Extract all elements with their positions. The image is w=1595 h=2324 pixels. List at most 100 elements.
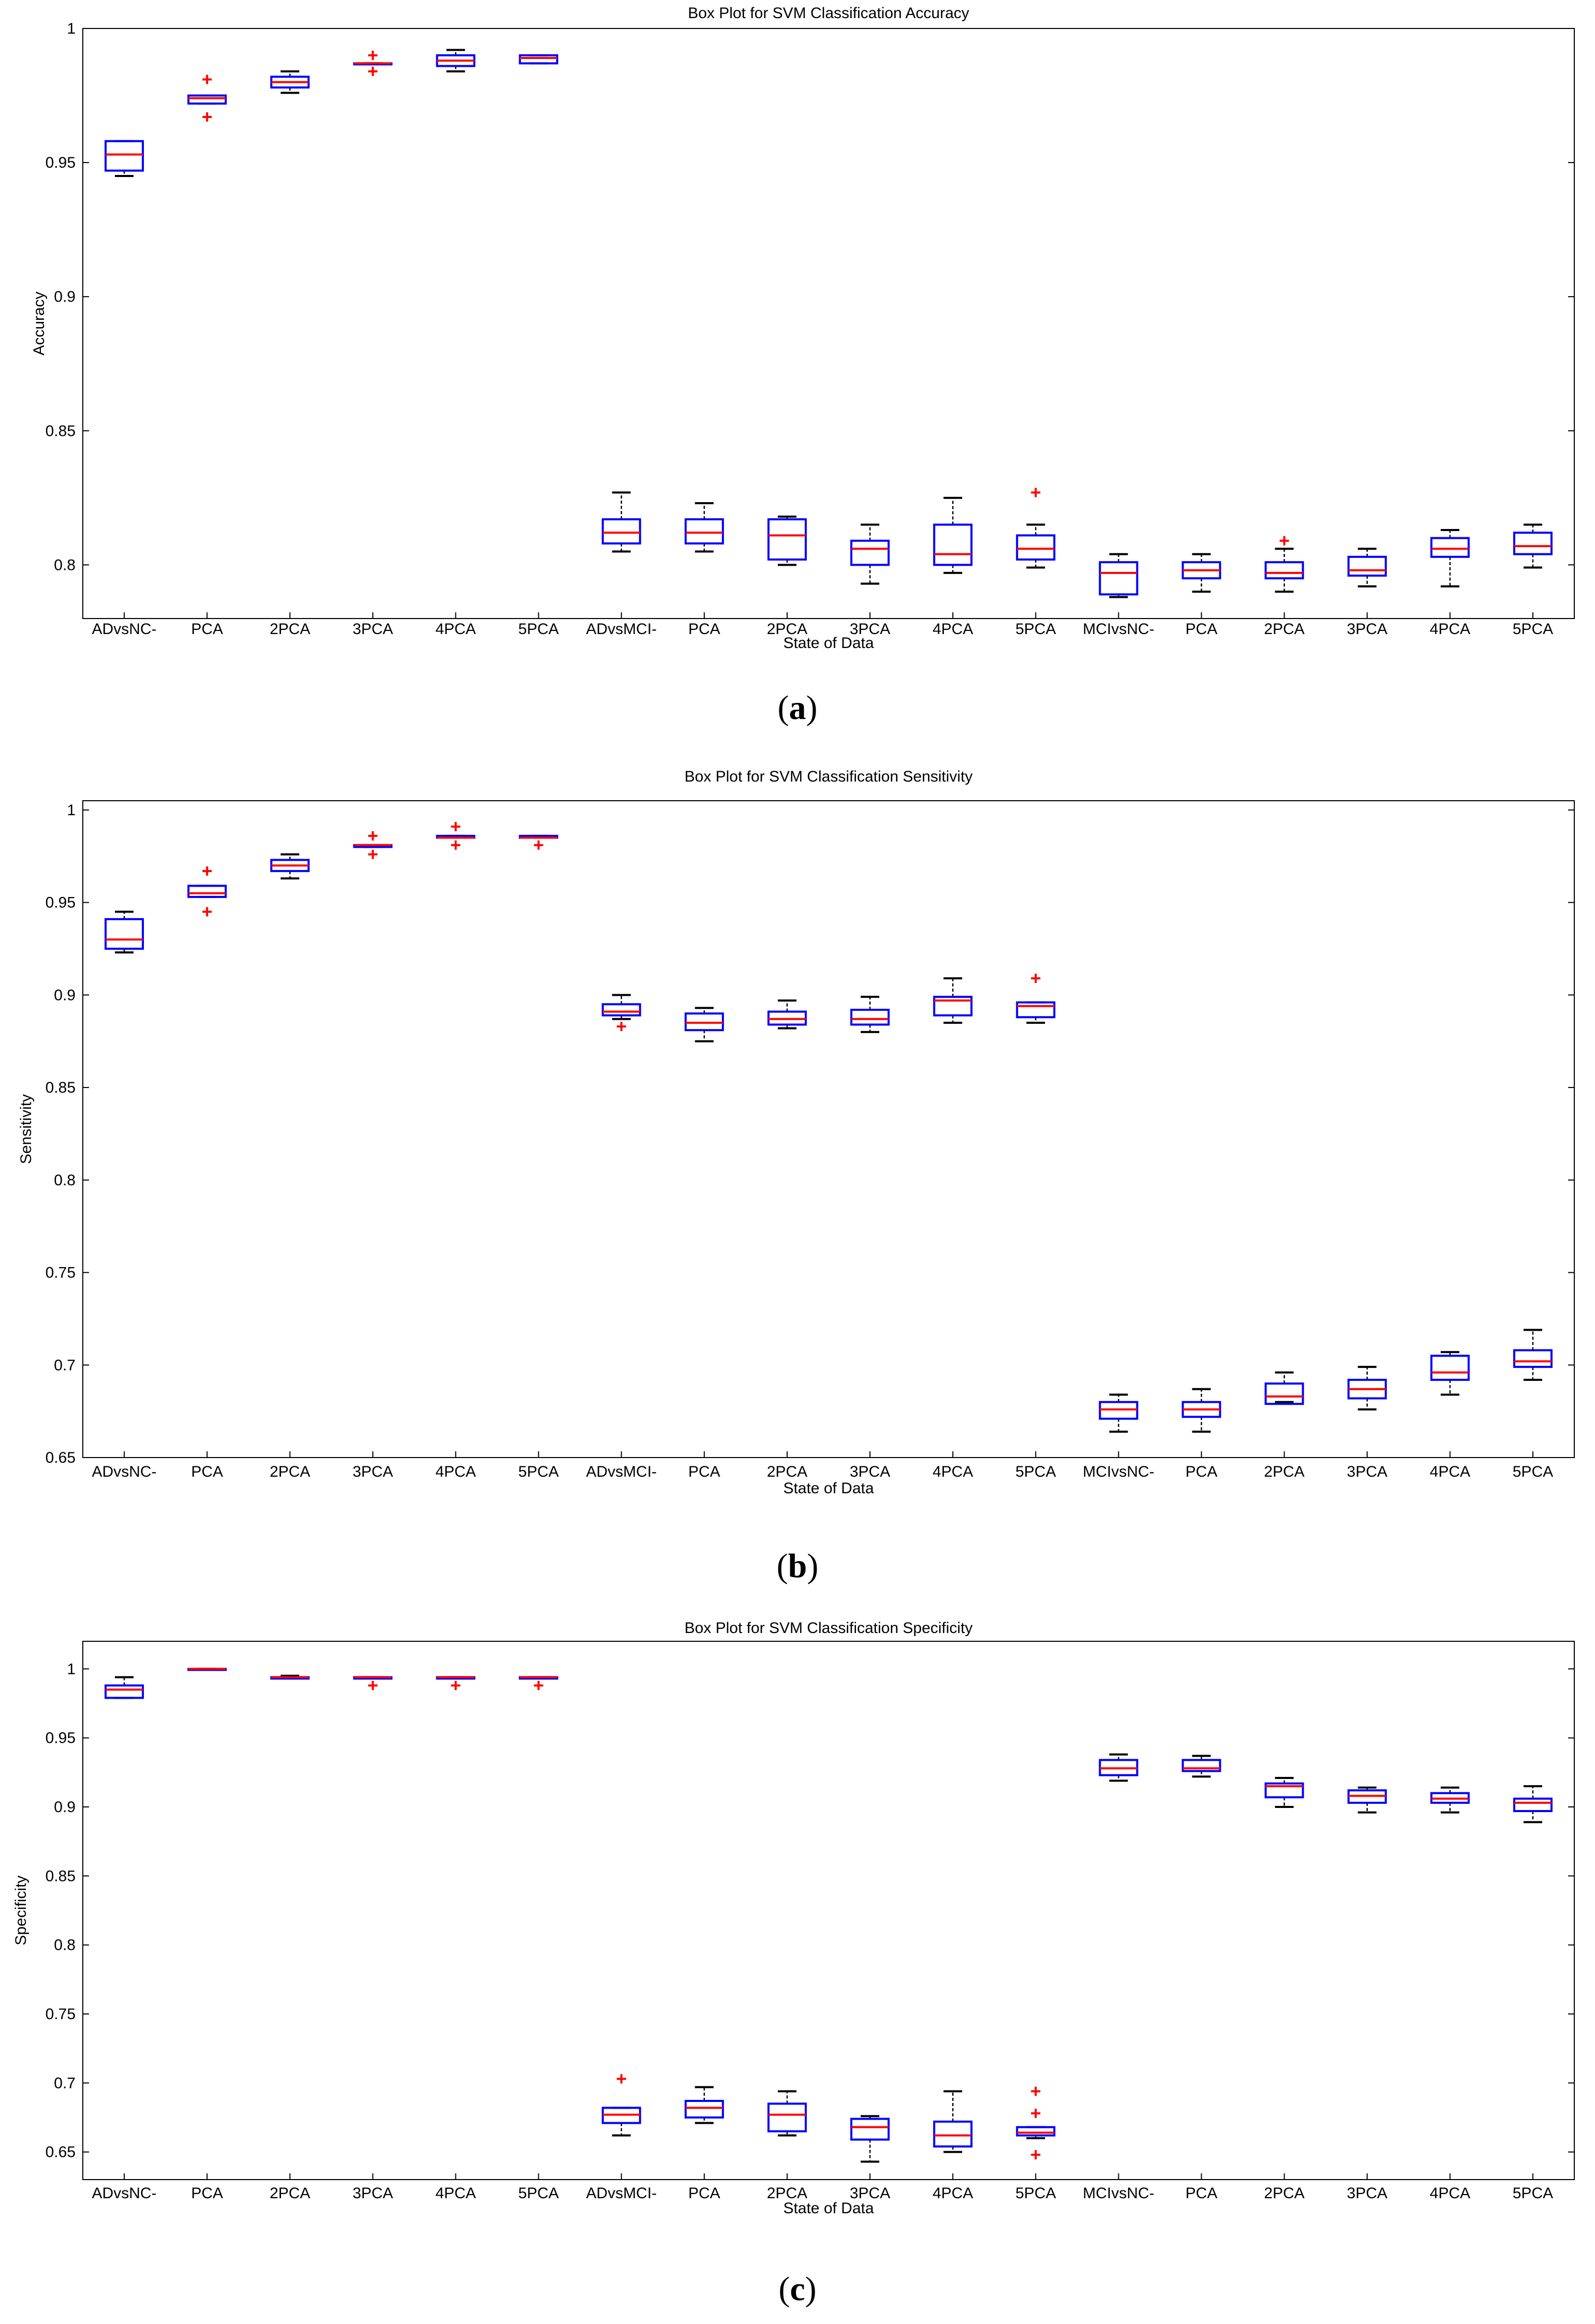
outlier-marker	[202, 907, 212, 917]
outlier-marker	[368, 66, 378, 76]
caption-letter-a: a	[789, 689, 806, 727]
box-6	[601, 491, 641, 553]
box-8	[767, 2090, 807, 2137]
box-0	[105, 910, 144, 954]
x-tick-label: 3PCA	[850, 621, 890, 638]
x-tick-label: PCA	[688, 621, 720, 638]
outlier-marker	[202, 866, 212, 876]
x-tick-label: ADvsMCI-	[586, 621, 657, 638]
iqr-box	[1016, 1001, 1056, 1019]
outlier-marker	[1279, 536, 1289, 546]
y-tick-label: 0.95	[46, 1730, 76, 1747]
box-1	[187, 75, 227, 122]
box-12	[1099, 553, 1139, 598]
box-9	[850, 2115, 890, 2163]
x-tick-label: 4PCA	[933, 621, 973, 638]
x-tick-label: 4PCA	[435, 1463, 476, 1480]
iqr-box	[850, 2117, 890, 2141]
box-3	[353, 1676, 393, 1690]
x-tick-label: 5PCA	[1513, 2185, 1553, 2202]
y-tick-label: 1	[67, 802, 76, 819]
plot-area	[82, 28, 1575, 619]
iqr-box	[1016, 534, 1056, 561]
chart-title: Box Plot for SVM Classification Specific…	[685, 1620, 973, 1637]
box-12	[1099, 1393, 1139, 1433]
x-tick-label: 2PCA	[767, 621, 807, 638]
box-17	[1513, 1785, 1553, 1823]
x-tick-label: ADvsNC-	[92, 2185, 157, 2202]
iqr-box	[767, 2102, 807, 2132]
x-tick-label: 4PCA	[435, 2185, 476, 2202]
box-4	[436, 822, 476, 850]
iqr-box	[1430, 1355, 1470, 1381]
box-14	[1264, 1371, 1304, 1405]
box-2	[270, 1674, 310, 1680]
box-3	[353, 831, 393, 859]
x-tick-label: 5PCA	[1513, 1463, 1553, 1480]
iqr-box	[767, 518, 807, 561]
x-tick-label: ADvsMCI-	[586, 1463, 657, 1480]
iqr-box	[1430, 537, 1470, 558]
y-tick-label: 0.7	[54, 2075, 76, 2092]
iqr-box	[1513, 1798, 1553, 1812]
caption-b: (b)	[776, 1547, 819, 1585]
box-4	[436, 1676, 476, 1690]
y-tick-label: 0.8	[54, 1172, 76, 1189]
box-0	[105, 1676, 144, 1699]
outlier-marker	[1031, 2150, 1041, 2159]
y-tick-label: 0.95	[46, 154, 76, 171]
y-tick-label: 0.75	[46, 1264, 76, 1282]
box-11	[1016, 488, 1056, 569]
iqr-box	[933, 2121, 973, 2148]
x-tick-label: 2PCA	[1264, 1463, 1304, 1480]
box-1	[187, 1668, 227, 1671]
box-2	[270, 853, 310, 880]
iqr-box	[684, 2100, 724, 2119]
box-9	[850, 523, 890, 585]
chart-title: Box Plot for SVM Classification Sensitiv…	[685, 768, 973, 785]
iqr-box	[1264, 1782, 1304, 1799]
x-tick-label: 3PCA	[1347, 621, 1387, 638]
box-14	[1264, 536, 1304, 593]
outlier-marker	[451, 840, 461, 850]
box-8	[767, 516, 807, 566]
box-3	[353, 50, 393, 76]
chart-panel-b: Box Plot for SVM Classification Sensitiv…	[0, 761, 1595, 1558]
chart-panel-c: Box Plot for SVM Classification Specific…	[0, 1620, 1595, 2324]
x-tick-label: 5PCA	[1513, 621, 1553, 638]
box-11	[1016, 974, 1056, 1024]
box-15	[1347, 1786, 1387, 1814]
y-tick-label: 0.7	[54, 1357, 76, 1374]
y-tick-label: 0.65	[46, 2144, 76, 2161]
iqr-box	[601, 518, 641, 545]
box-10	[933, 496, 973, 574]
iqr-box	[1099, 561, 1139, 596]
x-tick-label: 3PCA	[850, 2185, 890, 2202]
outlier-marker	[534, 840, 543, 850]
box-17	[1513, 523, 1553, 569]
y-axis-label: Sensitivity	[18, 1094, 35, 1164]
box-1	[187, 866, 227, 917]
outlier-marker	[451, 1681, 461, 1690]
y-tick-label: 0.8	[54, 556, 76, 573]
x-tick-label: 5PCA	[518, 1463, 558, 1480]
x-tick-label: PCA	[1186, 2185, 1218, 2202]
box-6	[601, 994, 641, 1032]
box-0	[105, 140, 144, 177]
y-tick-label: 0.8	[54, 1937, 76, 1954]
y-tick-label: 0.9	[54, 987, 76, 1004]
y-tick-label: 1	[67, 1660, 76, 1678]
outlier-marker	[1031, 2109, 1041, 2118]
x-tick-label: 2PCA	[1264, 2185, 1304, 2202]
x-tick-label: 2PCA	[1264, 621, 1304, 638]
plot-area	[82, 1641, 1575, 2180]
box-13	[1182, 1755, 1221, 1778]
x-tick-label: 2PCA	[270, 1463, 310, 1480]
iqr-box	[1347, 555, 1387, 577]
x-tick-label: 2PCA	[767, 1463, 807, 1480]
iqr-box	[1264, 561, 1304, 580]
y-axis-label: Accuracy	[31, 291, 48, 355]
outlier-marker	[202, 75, 212, 84]
box-17	[1513, 1329, 1553, 1381]
y-tick-label: 0.9	[54, 1799, 76, 1816]
